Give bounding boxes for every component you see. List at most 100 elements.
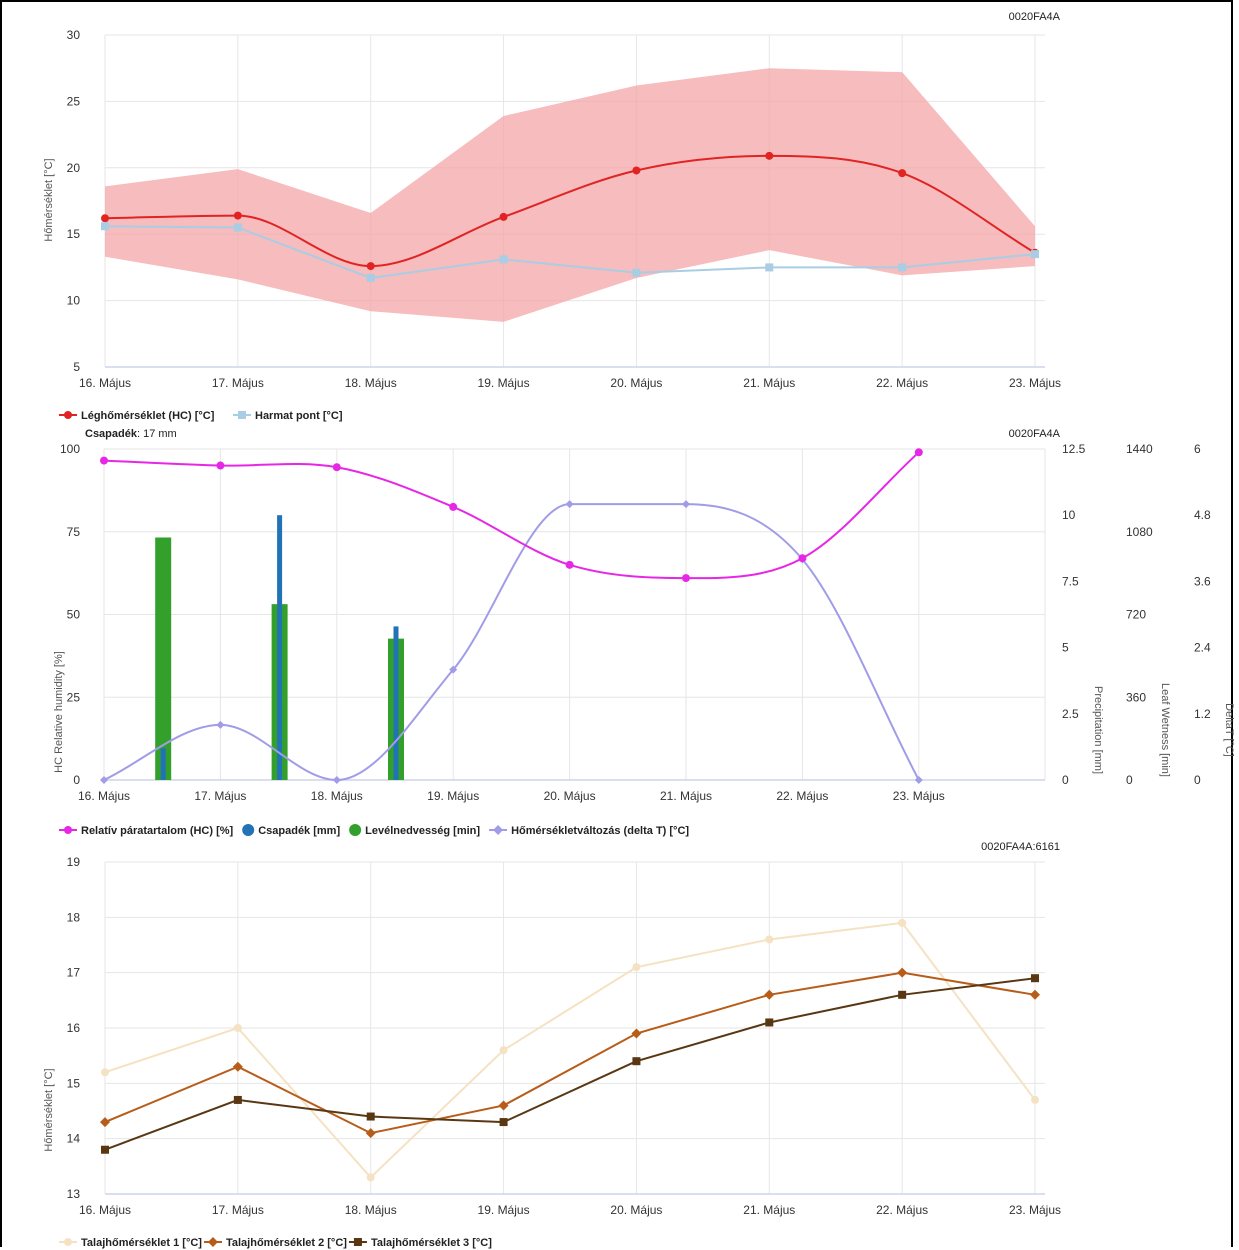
chart2-precipitation-tick-label: 12.5: [1062, 442, 1086, 456]
chart3-ytick-label: 13: [67, 1187, 81, 1201]
chart2-legend-3-symbol-marker: [493, 825, 504, 835]
chart1-xtick-label: 19. Május: [478, 376, 530, 390]
chart2-humidity-point: [914, 448, 923, 457]
chart3-xtick-label: 20. Május: [610, 1203, 662, 1217]
chart3-ytick-label: 16: [67, 1021, 81, 1035]
chart2-humidity-axis-title: HC Relative humidity [%]: [53, 651, 65, 773]
chart1-series-0-point: [101, 214, 109, 223]
chart3-series-0-point: [765, 935, 774, 944]
chart1-ytick-label: 5: [73, 360, 80, 374]
chart1-series-0-point: [765, 151, 774, 160]
chart2-delta-t-point: [216, 720, 225, 729]
chart3-y-axis-title: Hőmérséklet [°C]: [43, 1068, 55, 1151]
chart1-series-1-point: [632, 268, 641, 277]
chart2-leaf_wetness-tick-label: 1440: [1126, 442, 1153, 456]
chart2-delta_t-tick-label: 3.6: [1194, 574, 1211, 588]
chart1-xtick-label: 23. Május: [1009, 376, 1061, 390]
chart3-series-2-point: [499, 1118, 508, 1127]
chart1-y-axis-title: Hőmérséklet [°C]: [43, 158, 55, 241]
chart1-ytick-label: 15: [67, 227, 81, 241]
chart2-leaf_wetness-tick-label: 720: [1126, 608, 1146, 622]
chart2-delta_t-tick-label: 6: [1194, 442, 1201, 456]
chart2-humidity-point: [682, 574, 690, 583]
chart2-legend-2-symbol: [349, 824, 362, 836]
chart2-humidity-point: [798, 554, 807, 563]
chart3-series-2-point: [1031, 974, 1039, 983]
chart3-series-2-point: [366, 1112, 375, 1121]
chart1-series-1-point: [233, 223, 242, 232]
chart3-xtick-label: 16. Május: [79, 1203, 131, 1217]
chart3-legend-1-label: Talajhőmérséklet 2 [°C]: [226, 1237, 347, 1249]
chart1-ytick-label: 20: [67, 161, 81, 175]
chart2-leaf_wetness-axis-title: Leaf Wetness [min]: [1159, 683, 1171, 777]
chart1-station-id: 0020FA4A: [1009, 11, 1061, 23]
chart3-ytick-label: 15: [67, 1076, 81, 1090]
chart1-series-1-line: [104, 225, 1036, 280]
chart2-xtick-label: 18. Május: [311, 789, 363, 803]
chart2-delta-t-line: [103, 503, 920, 782]
chart3-series-2-point: [632, 1057, 641, 1066]
chart1-xtick-label: 20. Május: [610, 376, 662, 390]
chart3-series-0-point: [233, 1024, 242, 1032]
chart2-delta-t-point: [100, 776, 108, 784]
chart2-station-id: 0020FA4A: [1009, 428, 1061, 440]
chart2-humidity-tick-label: 50: [67, 608, 81, 622]
chart2-xtick-label: 22. Május: [776, 789, 828, 803]
chart1-series-0-point: [898, 169, 907, 178]
chart3-xtick-label: 23. Május: [1009, 1203, 1061, 1217]
chart2-humidity-point: [332, 463, 341, 472]
chart3-series-0-point: [499, 1046, 508, 1055]
chart1-xtick-label: 22. Május: [876, 376, 928, 390]
chart2-humidity-tick-label: 100: [60, 442, 80, 456]
chart2-precipitation-tick-label: 0: [1062, 773, 1069, 787]
chart3-ytick-label: 17: [67, 966, 81, 980]
chart1-legend-1-label: Harmat pont [°C]: [255, 410, 343, 422]
chart1-xtick-label: 16. Május: [79, 376, 131, 390]
chart2-precipitation-axis-title: Precipitation [mm]: [1092, 686, 1104, 774]
chart2-legend-0-symbol-marker: [64, 826, 72, 834]
chart3-xtick-label: 19. Május: [478, 1203, 530, 1217]
chart3-series-2-point: [765, 1018, 774, 1027]
chart2-precipitation-tick-label: 2.5: [1062, 707, 1079, 721]
chart3-series-1-point: [232, 1061, 243, 1072]
chart3-xtick-label: 17. Május: [212, 1203, 264, 1217]
chart2-precipitation-bar: [277, 515, 283, 780]
chart2-humidity-tick-label: 25: [67, 690, 81, 704]
chart3-series-1-point: [100, 1117, 110, 1128]
chart3-series-0-line: [104, 921, 1036, 1179]
chart2-xtick-label: 20. Május: [544, 789, 596, 803]
chart2-delta-t-point: [449, 665, 458, 674]
chart3-series-1-point: [498, 1100, 509, 1111]
chart2-legend-2-label: Levélnedvesség [min]: [365, 825, 480, 837]
chart3-legend-1-symbol-marker: [207, 1237, 218, 1247]
chart1-series-1-point: [366, 274, 375, 283]
chart2-delta_t-tick-label: 0: [1194, 773, 1201, 787]
chart2-xtick-label: 17. Május: [194, 789, 246, 803]
chart2-legend-1-symbol: [242, 824, 255, 836]
chart3-xtick-label: 21. Május: [743, 1203, 795, 1217]
chart2-precipitation-tick-label: 5: [1062, 641, 1069, 655]
chart2-humidity-tick-label: 75: [67, 525, 81, 539]
chart3-series-2-point: [898, 990, 907, 999]
chart2-legend-0-label: Relatív páratartalom (HC) [%]: [81, 825, 234, 837]
chart2-xtick-label: 21. Május: [660, 789, 712, 803]
chart1-xtick-label: 21. Május: [743, 376, 795, 390]
chart2-delta_t-tick-label: 1.2: [1194, 707, 1211, 721]
chart3-legend-2-symbol-marker: [353, 1238, 362, 1246]
chart1-legend-0-label: Léghőmérséklet (HC) [°C]: [81, 410, 215, 422]
chart1-legend-1-symbol-marker: [238, 411, 246, 419]
chart2-xtick-label: 19. Május: [427, 789, 479, 803]
chart2-humidity-point: [216, 461, 225, 470]
chart2-precipitation-bar: [393, 626, 399, 780]
chart1-series-0-point: [499, 212, 508, 221]
chart2-precipitation-total-value: : 17 mm: [137, 428, 177, 440]
chart3-legend-0-symbol-marker: [64, 1238, 72, 1246]
chart1-xtick-label: 18. Május: [345, 376, 397, 390]
chart3-series-1-point: [897, 967, 908, 978]
chart3-series-1-point: [1030, 989, 1040, 1000]
chart2-humidity-point: [449, 502, 458, 511]
chart2-leaf-wetness-bar: [155, 537, 172, 780]
chart2-legend-3-label: Hőmérsékletváltozás (delta T) [°C]: [511, 825, 689, 837]
